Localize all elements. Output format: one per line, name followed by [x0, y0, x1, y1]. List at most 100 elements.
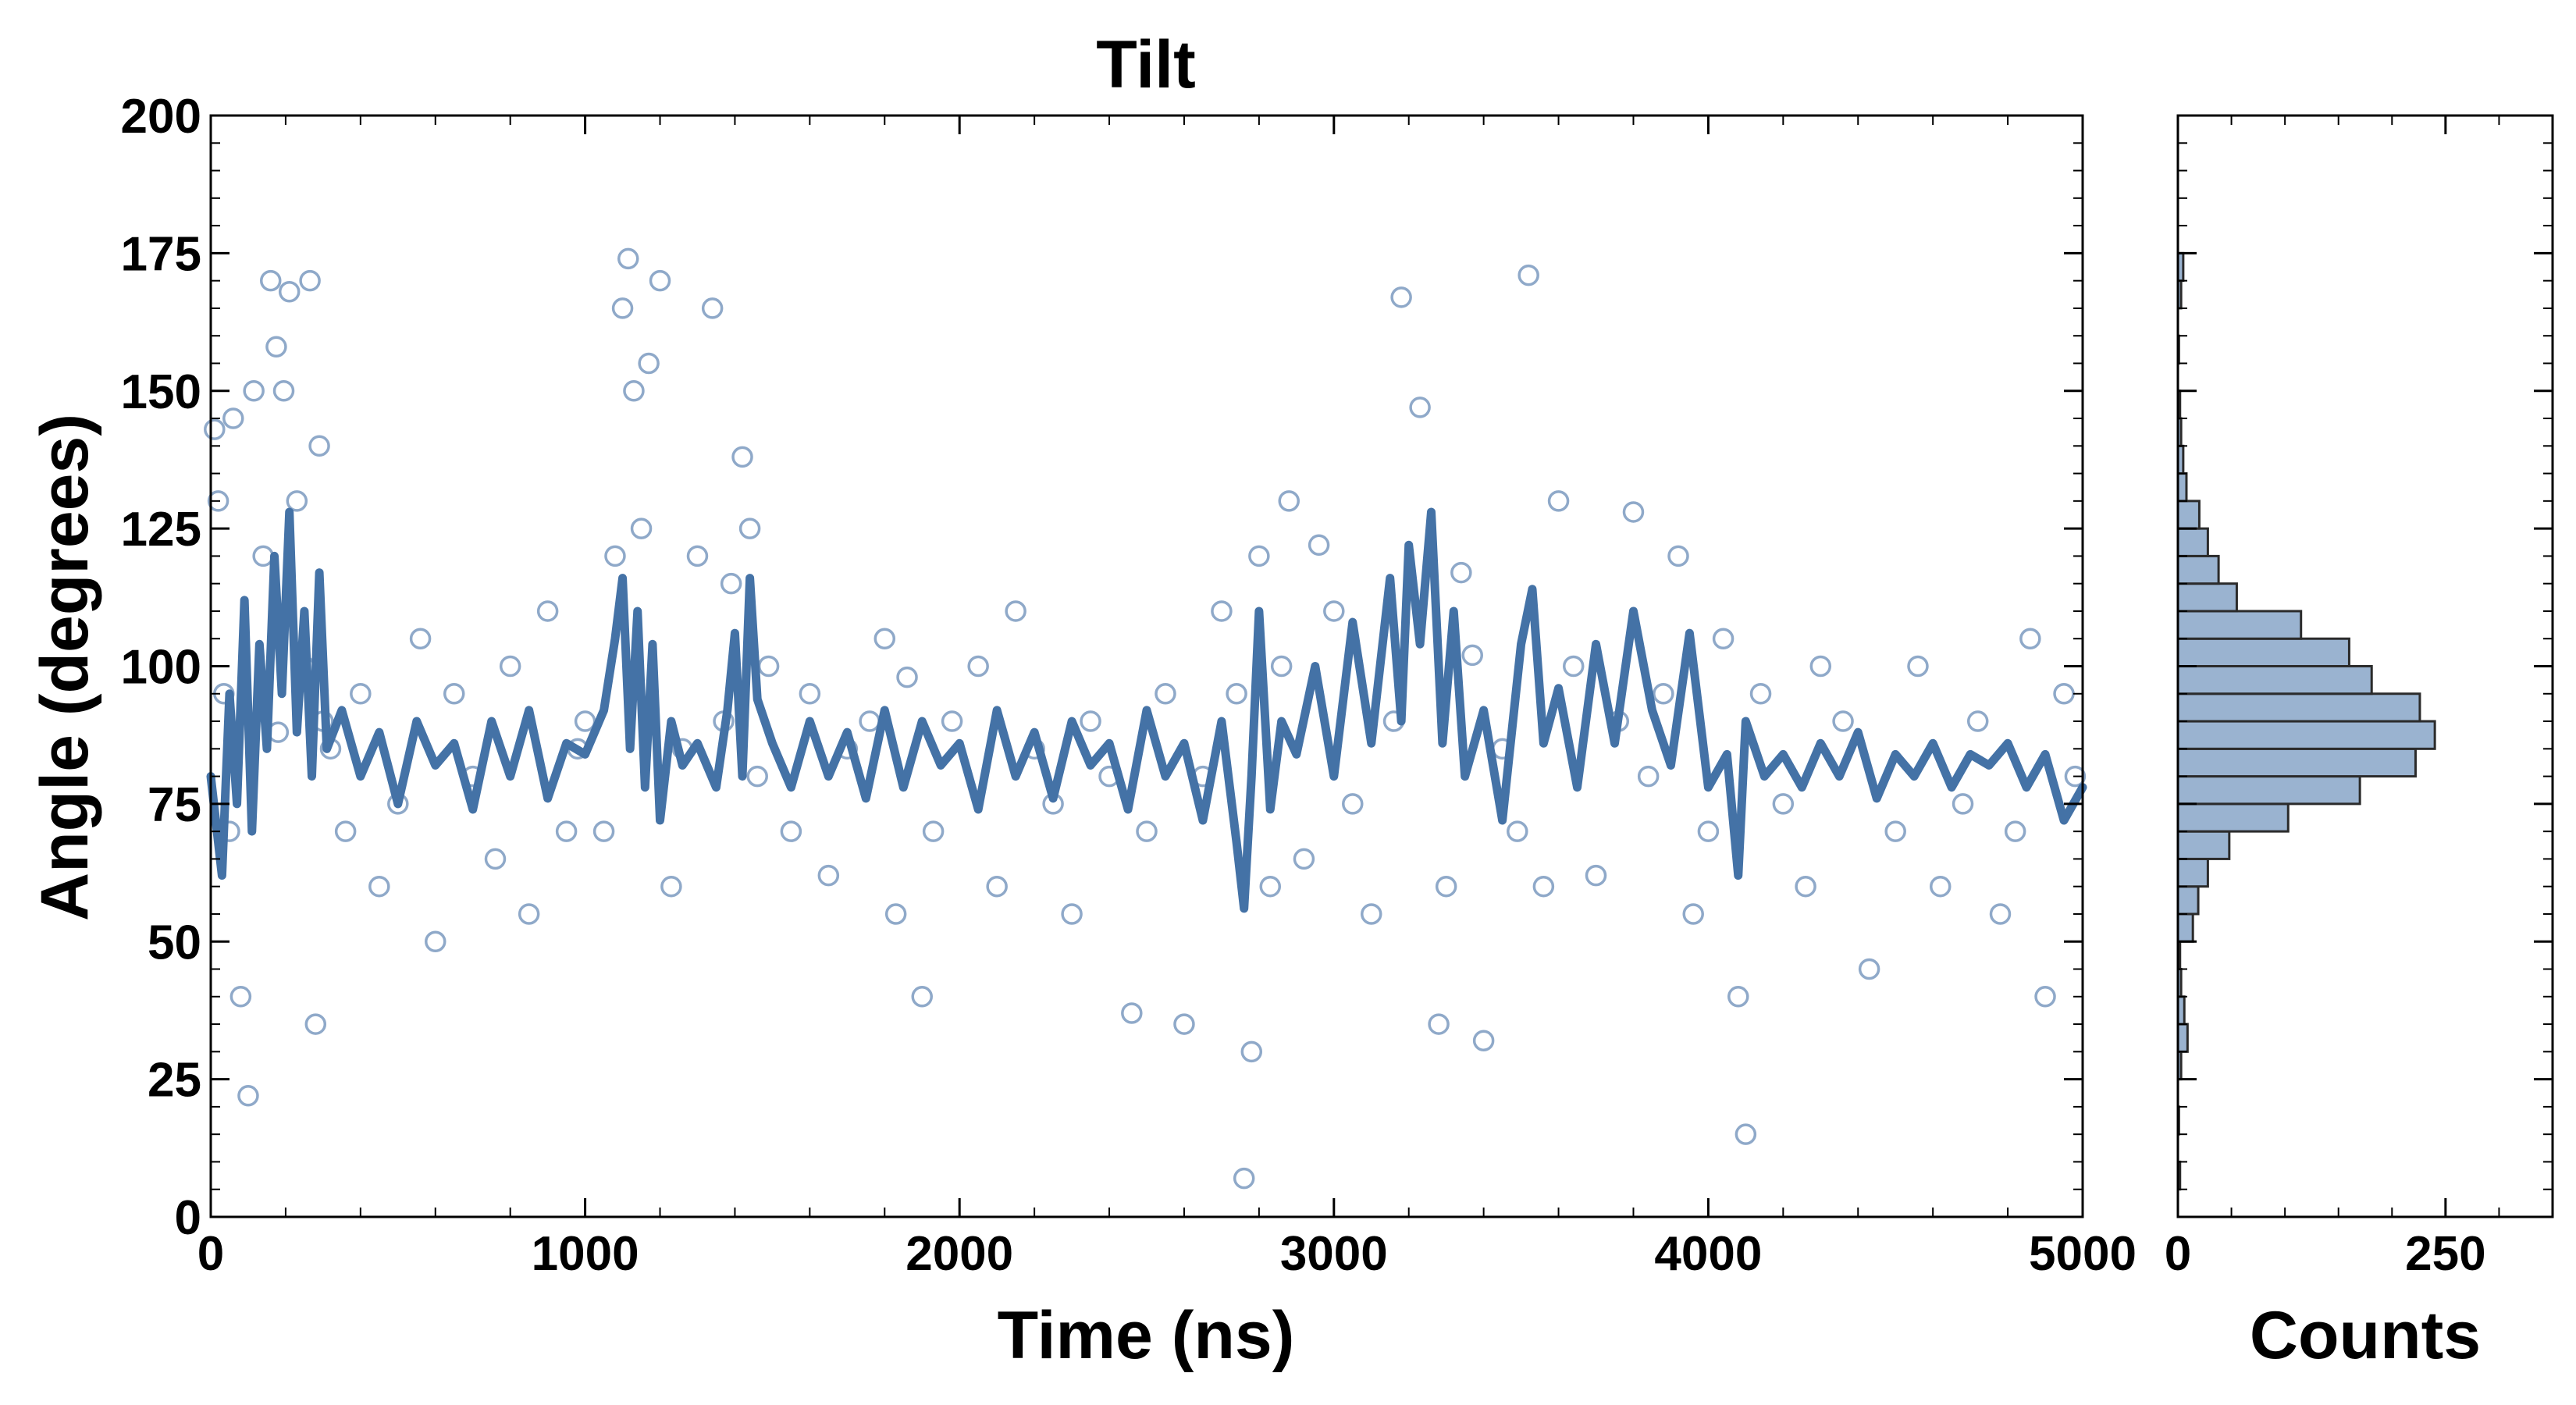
scatter-point: [738, 518, 761, 539]
x-tick-label: 2000: [906, 1227, 1013, 1281]
scatter-point: [1884, 820, 1906, 842]
scatter-point: [499, 655, 521, 678]
scatter-point: [1547, 490, 1570, 512]
scatter-point: [817, 864, 840, 887]
main-axis-ticks: 0 1000 2000 3000 4000 5000 0 25 50 75 100 125 150 175…: [121, 90, 2137, 1281]
histogram-bar: [2176, 747, 2417, 778]
scatter-point: [443, 683, 465, 705]
y-tick-label: 150: [121, 365, 201, 419]
scatter-point: [720, 572, 742, 595]
scatter-point: [1653, 683, 1674, 705]
scatter-point: [425, 930, 447, 952]
scatter-point: [1450, 561, 1472, 584]
scatter-point: [484, 848, 507, 870]
histogram-frame: [2176, 114, 2554, 1218]
histogram-x-axis-label: Counts: [2250, 1298, 2481, 1373]
scatter-point: [967, 655, 989, 678]
scatter-point: [1637, 765, 1660, 788]
scatter-point: [896, 666, 918, 688]
histogram-panel: 0 250 Counts: [2165, 114, 2554, 1373]
scatter-point: [252, 545, 274, 567]
scatter-point: [265, 336, 287, 358]
scatter-point: [204, 418, 226, 440]
scatter-point: [638, 352, 660, 375]
scatter-point: [592, 820, 615, 842]
scatter-point: [1248, 545, 1270, 567]
scatter-point: [222, 407, 244, 429]
histogram-bar: [2176, 527, 2209, 557]
histogram-bar: [2176, 472, 2188, 503]
x-axis-label: Time (ns): [998, 1298, 1295, 1373]
histogram-bar: [2176, 720, 2436, 750]
scatter-point: [1278, 490, 1300, 512]
scatter-point: [873, 628, 896, 649]
y-tick-label: 50: [148, 916, 201, 969]
histogram-bar: [2176, 830, 2231, 860]
scatter-point: [350, 683, 372, 705]
histogram-bars: [2176, 251, 2436, 1191]
chart-title: Tilt: [1096, 27, 1195, 102]
scatter-point: [1342, 793, 1364, 815]
histogram-bar: [2176, 637, 2350, 667]
scatter-point: [2019, 628, 2041, 649]
scatter-point: [1697, 820, 1720, 842]
smoothed-line-series: [206, 507, 2087, 913]
scatter-point: [941, 710, 963, 732]
scatter-point: [859, 710, 881, 732]
scatter-point: [1667, 545, 1689, 567]
x-tick-label: 3000: [1280, 1227, 1388, 1281]
scatter-point: [237, 1085, 259, 1107]
scatter-point: [1121, 1002, 1143, 1024]
scatter-point: [1233, 1167, 1255, 1190]
scatter-point: [2034, 986, 2056, 1008]
scatter-point: [304, 1013, 327, 1035]
scatter-point: [1585, 864, 1607, 887]
scatter-point: [604, 545, 626, 567]
scatter-point: [308, 435, 330, 457]
scatter-point: [278, 281, 301, 303]
y-tick-label: 100: [121, 641, 201, 695]
scatter-point: [1795, 875, 1816, 898]
x-tick-label: 5000: [2029, 1227, 2137, 1281]
y-tick-label: 25: [148, 1054, 201, 1108]
histogram-bar: [2176, 500, 2201, 530]
scatter-point: [780, 820, 802, 842]
scatter-point: [1735, 1123, 1757, 1145]
y-tick-label: 0: [175, 1191, 201, 1245]
histogram-bar: [2176, 582, 2238, 613]
histogram-axis-ticks: 0 250: [2165, 114, 2553, 1281]
scatter-point: [286, 490, 308, 512]
scatter-point: [799, 683, 821, 705]
scatter-point: [1989, 903, 2012, 925]
scatter-point: [1809, 655, 1832, 678]
x-tick-label: 4000: [1654, 1227, 1762, 1281]
scatter-point: [2064, 765, 2087, 788]
scatter-point: [1226, 683, 1247, 705]
scatter-point: [731, 446, 753, 468]
y-tick-label: 75: [148, 778, 201, 832]
scatter-point: [1270, 655, 1293, 678]
histogram-bar: [2176, 665, 2373, 695]
scatter-point: [1472, 1030, 1495, 1051]
scatter-point: [1507, 820, 1528, 842]
scatter-point: [299, 269, 321, 292]
scatter-point: [1952, 793, 1974, 815]
scatter-point: [1930, 875, 1952, 898]
histogram-bar: [2176, 912, 2194, 943]
scatter-point: [1308, 534, 1330, 557]
scatter-point: [922, 820, 945, 842]
scatter-point: [1622, 501, 1645, 523]
scatter-point: [1136, 820, 1158, 842]
y-tick-label: 200: [121, 90, 201, 144]
scatter-point: [1517, 264, 1539, 286]
scatter-point: [1173, 1013, 1195, 1035]
scatter-point: [649, 269, 671, 292]
scatter-point: [2053, 683, 2075, 705]
scatter-point: [884, 903, 907, 925]
scatter-point: [746, 765, 768, 788]
scatter-point: [334, 820, 357, 842]
x-tick-label: 1000: [532, 1227, 639, 1281]
y-axis-label: Angle (degrees): [27, 414, 102, 921]
scatter-point: [229, 986, 252, 1008]
